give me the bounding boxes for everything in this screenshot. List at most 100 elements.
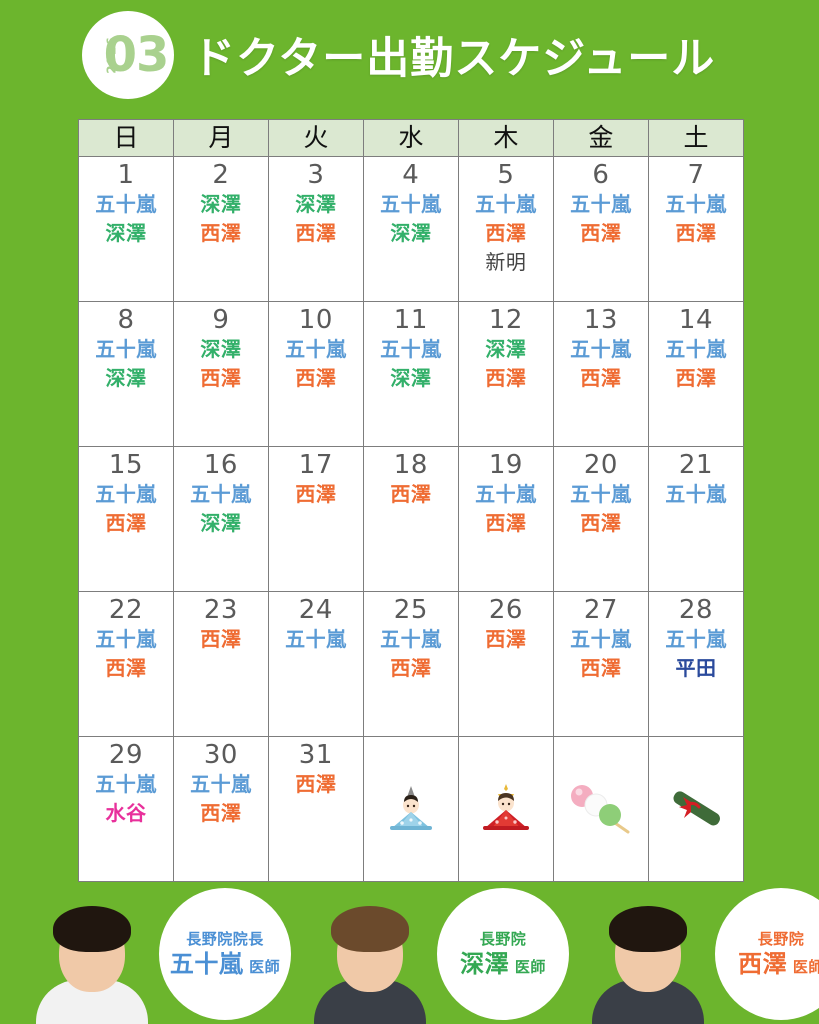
doctor-profile-card-1[interactable]: 長野院院長 五十嵐 医師 [22,885,295,1024]
doctor-list: 西澤 [461,625,551,654]
calendar-day-cell-11[interactable]: 11 五十嵐 深澤 [362,301,459,447]
doctor-name-bubble-3: 長野院西澤 医師 [715,888,819,1020]
day-number: 13 [583,305,618,335]
doctor-name-nishizawa: 西澤 [485,627,527,652]
doctor-name-nishizawa: 西澤 [295,772,337,797]
doctor-portrait-2 [314,894,426,1024]
doctor-name-nishizawa: 西澤 [580,656,622,681]
day-number: 10 [298,305,333,335]
doctor-list: 五十嵐 西澤 [556,190,646,248]
doctor-name-igarashi: 五十嵐 [190,772,252,797]
calendar-day-cell-31[interactable]: 31 西澤 [267,736,364,882]
doctor-clinic-label: 長野院 [757,929,805,948]
doctor-profile-card-2[interactable]: 長野院 深澤 医師 [300,885,573,1024]
calendar-day-cell-17[interactable]: 17 西澤 [267,446,364,592]
calendar-day-cell-6[interactable]: 6 五十嵐 西澤 [552,156,649,302]
calendar-day-cell-4[interactable]: 4 五十嵐 深澤 [362,156,459,302]
day-number: 29 [108,740,144,770]
doctor-name-fukazawa: 深澤 [390,221,432,246]
doctor-name-nishizawa: 西澤 [295,482,337,507]
doctor-name-igarashi: 五十嵐 [570,627,632,652]
calendar-dow-header-weekday-4: 木 [457,119,554,157]
doctor-list: 五十嵐 深澤 [366,335,456,393]
calendar-dow-header-weekday-2: 火 [267,119,364,157]
calendar-header-row: 日月火水木金土 [78,119,745,157]
calendar-day-cell-14[interactable]: 14 五十嵐 西澤 [647,301,745,447]
calendar-day-cell-19[interactable]: 19 五十嵐 西澤 [457,446,554,592]
doctor-list: 五十嵐 水谷 [81,770,171,828]
day-number: 1 [117,160,135,190]
calendar-day-cell-26[interactable]: 26 西澤 [457,591,554,737]
day-number: 21 [678,450,713,480]
calendar-week-row: 1 五十嵐 深澤 2 深澤 西澤 3 深澤 西澤 4 五十嵐 深澤 5 五十嵐 西澤 新明 6 五十嵐 西澤 7 五十嵐… [78,156,745,302]
calendar-day-cell-28[interactable]: 28 五十嵐 平田 [647,591,745,737]
doctor-name-hirata: 平田 [675,656,717,681]
calendar-day-cell-15[interactable]: 15 五十嵐 西澤 [78,446,174,592]
calendar-day-cell-25[interactable]: 25 五十嵐 西澤 [362,591,459,737]
doctor-list: 五十嵐 西澤 新明 [461,190,551,277]
doctor-profile-card-3[interactable]: 長野院西澤 医師 [578,885,819,1024]
calendar-day-cell-29[interactable]: 29 五十嵐 水谷 [78,736,174,882]
doctor-name-igarashi: 五十嵐 [475,192,537,217]
doctor-name-fukazawa: 深澤 [200,192,242,217]
day-number: 22 [108,595,144,625]
doctor-list: 五十嵐 西澤 [176,770,266,828]
calendar-day-cell-23[interactable]: 23 西澤 [172,591,269,737]
day-number: 18 [393,450,428,480]
doctor-list: 深澤 西澤 [461,335,551,393]
calendar-day-cell-2[interactable]: 2 深澤 西澤 [172,156,269,302]
month-badge: 2026 03 [82,11,174,99]
calendar-day-cell-24[interactable]: 24 五十嵐 [267,591,364,737]
calendar-day-cell-7[interactable]: 7 五十嵐 西澤 [647,156,745,302]
doctor-list: 五十嵐 西澤 [81,625,171,683]
doctor-list: 五十嵐 西澤 [366,625,456,683]
calendar-day-cell-13[interactable]: 13 五十嵐 西澤 [552,301,649,447]
calendar-day-cell-16[interactable]: 16 五十嵐 深澤 [172,446,269,592]
doctor-title-suffix: 医師 [792,957,819,976]
doctor-name-nishizawa: 西澤 [485,366,527,391]
calendar-day-cell-22[interactable]: 22 五十嵐 西澤 [78,591,174,737]
doctor-name-igarashi: 五十嵐 [475,482,537,507]
day-number: 28 [678,595,713,625]
day-number: 16 [203,450,238,480]
doctor-list: 深澤 西澤 [271,190,361,248]
doctor-name-igarashi: 五十嵐 [95,482,157,507]
doctor-list: 五十嵐 西澤 [461,480,551,538]
calendar-day-cell-30[interactable]: 30 五十嵐 西澤 [172,736,269,882]
calendar-day-cell-20[interactable]: 20 五十嵐 西澤 [552,446,649,592]
doctor-list: 五十嵐 西澤 [271,335,361,393]
doctor-name-igarashi: 五十嵐 [380,192,442,217]
calendar-day-cell-1[interactable]: 1 五十嵐 深澤 [78,156,174,302]
calendar-dow-header-sat-6: 土 [647,119,745,157]
doctor-full-name: 深澤 医師 [460,949,546,979]
doctor-list: 五十嵐 西澤 [651,190,741,248]
calendar-dow-header-weekday-5: 金 [552,119,649,157]
doctor-name-nishizawa: 西澤 [485,511,527,536]
calendar-day-cell-9[interactable]: 9 深澤 西澤 [172,301,269,447]
calendar-dow-header-sun-0: 日 [78,119,174,157]
doctor-surname: 深澤 [460,949,510,978]
calendar-week-row: 15 五十嵐 西澤 16 五十嵐 深澤 17 西澤 18 西澤 19 五十嵐 西澤 20 五十嵐 西澤 21 五十… [78,446,745,592]
doctor-full-name: 西澤 医師 [738,950,819,979]
calendar-empty-cell [552,736,649,882]
doctor-name-nishizawa: 西澤 [580,511,622,536]
calendar-day-cell-21[interactable]: 21 五十嵐 [647,446,745,592]
doctor-name-fukazawa: 深澤 [105,221,147,246]
calendar-empty-cell [647,736,745,882]
calendar-day-cell-27[interactable]: 27 五十嵐 西澤 [552,591,649,737]
calendar-day-cell-8[interactable]: 8 五十嵐 深澤 [78,301,174,447]
calendar-day-cell-3[interactable]: 3 深澤 西澤 [267,156,364,302]
doctor-name-fukazawa: 深澤 [390,366,432,391]
doctor-name-nishizawa: 西澤 [200,627,242,652]
calendar-day-cell-5[interactable]: 5 五十嵐 西澤 新明 [457,156,554,302]
doctor-name-nishizawa: 西澤 [390,482,432,507]
hina-empress-doll-icon [461,741,551,877]
calendar-day-cell-18[interactable]: 18 西澤 [362,446,459,592]
doctor-list: 五十嵐 西澤 [556,335,646,393]
doctor-name-nishizawa: 西澤 [200,221,242,246]
calendar-day-cell-10[interactable]: 10 五十嵐 西澤 [267,301,364,447]
calendar-day-cell-12[interactable]: 12 深澤 西澤 [457,301,554,447]
badge-year-label: 2026 [104,36,119,74]
doctor-name-nishizawa: 西澤 [295,366,337,391]
doctor-name-igarashi: 五十嵐 [95,627,157,652]
